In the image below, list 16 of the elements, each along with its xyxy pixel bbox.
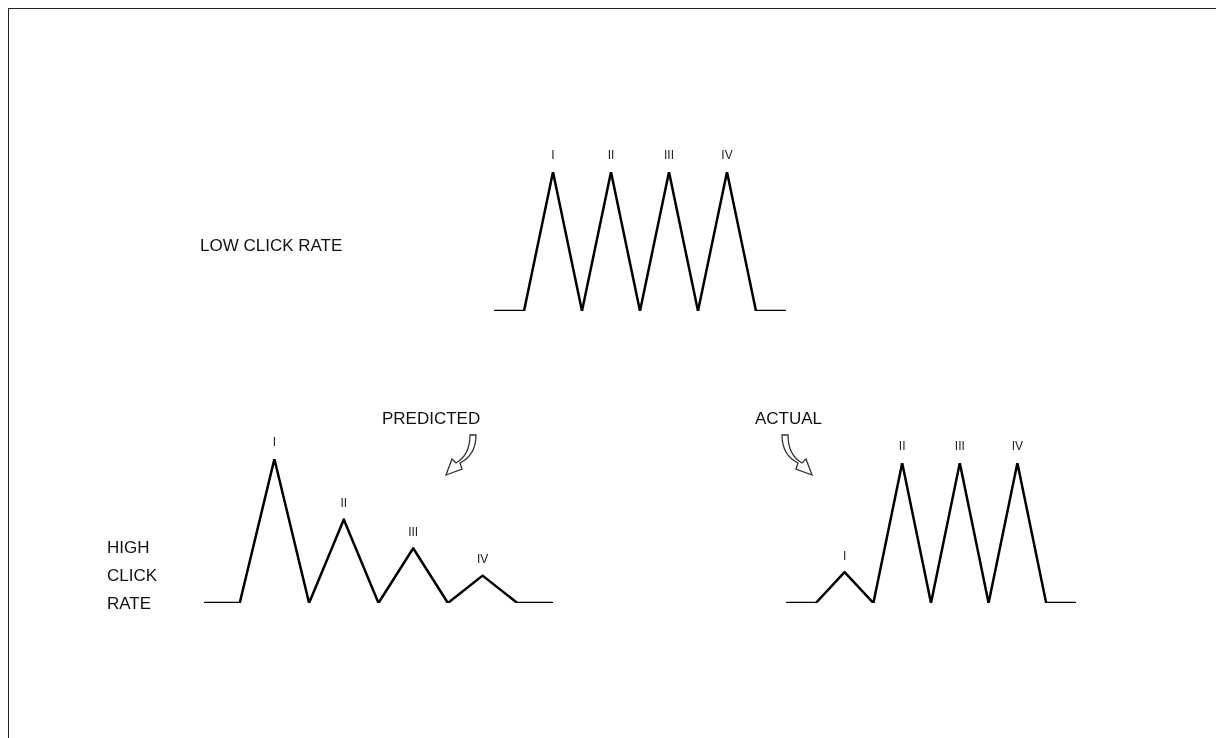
chart-title: ACTUAL: [755, 409, 823, 429]
annotation: I: [551, 148, 555, 163]
annotation: II: [340, 495, 348, 510]
annotation: I: [272, 435, 277, 450]
annotation: III: [954, 439, 965, 454]
annotation: II: [607, 148, 615, 163]
annotation: I: [842, 548, 847, 563]
annotation: IV: [721, 148, 733, 163]
annotation: III: [408, 524, 419, 539]
annotation: IV: [476, 551, 489, 566]
text: HIGH CLICK RATE: [107, 537, 159, 615]
annotation: III: [663, 148, 675, 163]
text: LOW CLICK RATE: [200, 235, 344, 257]
chart-title: PREDICTED: [382, 409, 481, 429]
annotation: IV: [1011, 439, 1024, 454]
annotation: II: [898, 439, 906, 454]
